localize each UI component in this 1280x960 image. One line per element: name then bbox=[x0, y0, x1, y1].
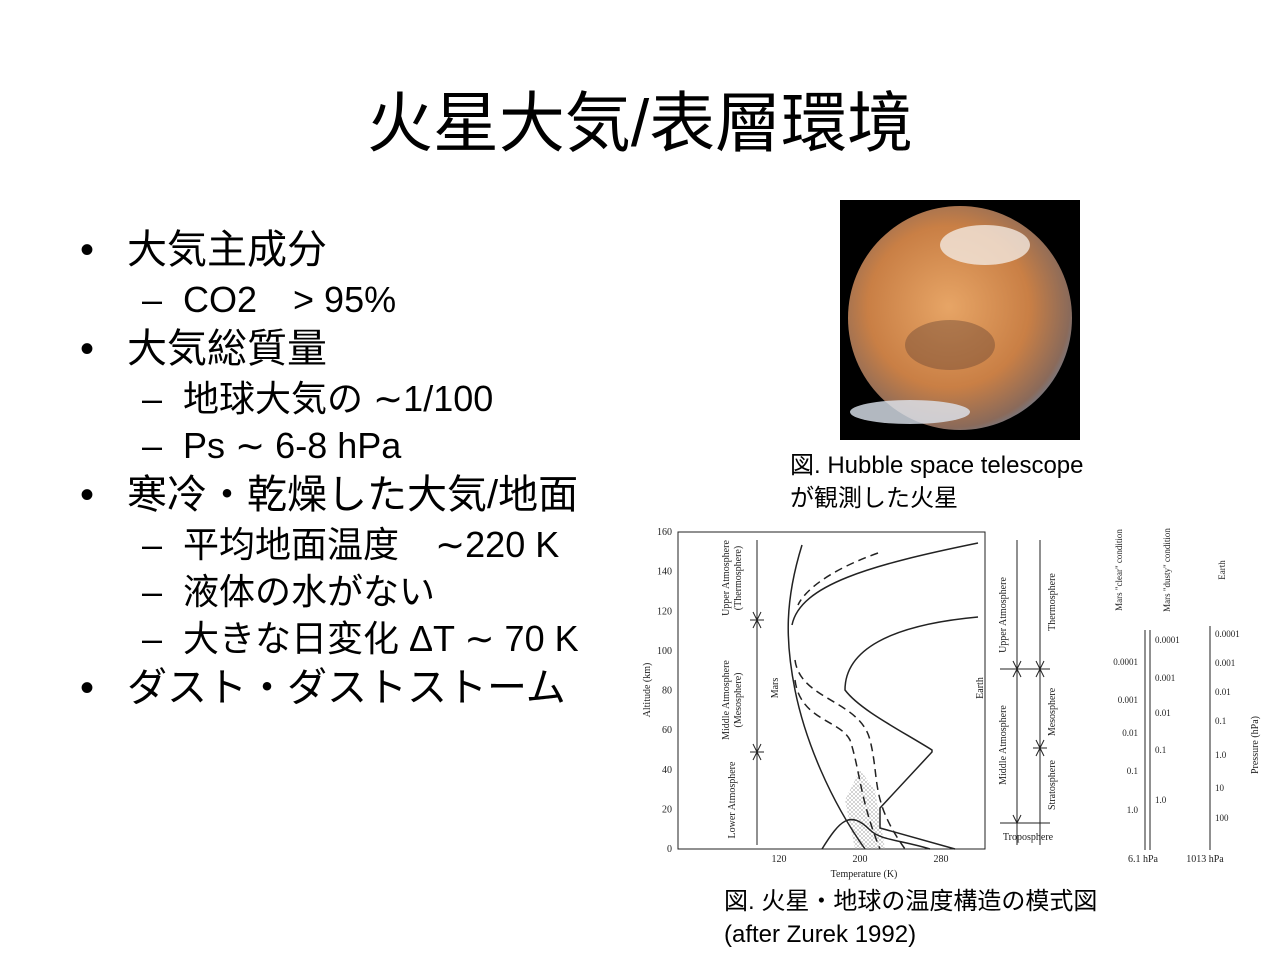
caption-line: が観測した火星 bbox=[790, 485, 958, 512]
sub-bullet: 液体の水がない bbox=[80, 568, 623, 615]
pressure-tick-label: 0.001 bbox=[1155, 673, 1175, 683]
x-tick-label: 280 bbox=[934, 854, 949, 865]
y-tick-label: 60 bbox=[662, 725, 672, 736]
pressure-axis-label: Pressure (hPa) bbox=[1250, 716, 1261, 774]
pressure-tick-label: 100 bbox=[1215, 813, 1229, 823]
layer-label: Middle Atmosphere bbox=[998, 705, 1009, 785]
mars-photo bbox=[840, 200, 1080, 440]
surface-pressure: 1013 hPa bbox=[1186, 854, 1224, 865]
caption-line: 図. Hubble space telescope bbox=[790, 452, 1084, 479]
pressure-column-title: Mars "dusty" condition bbox=[1162, 528, 1172, 612]
y-tick-label: 20 bbox=[662, 804, 672, 815]
figure-caption: 図. 火星・地球の温度構造の模式図 (after Zurek 1992) bbox=[724, 885, 1097, 951]
pressure-tick-label: 1.0 bbox=[1155, 795, 1167, 805]
y-tick-label: 0 bbox=[667, 844, 672, 855]
x-tick-label: 200 bbox=[853, 854, 868, 865]
pressure-tick-label: 0.0001 bbox=[1113, 657, 1138, 667]
layer-label: Middle Atmosphere bbox=[721, 660, 732, 740]
pressure-tick-label: 0.01 bbox=[1155, 708, 1171, 718]
mars-label: Mars bbox=[770, 678, 781, 699]
sub-bullet: 平均地面温度 ∼220 K bbox=[80, 521, 623, 568]
bullet-text: 大気総質量 bbox=[127, 327, 327, 371]
y-tick-label: 160 bbox=[657, 527, 672, 538]
y-tick-label: 100 bbox=[657, 646, 672, 657]
y-tick-label: 40 bbox=[662, 765, 672, 776]
layer-label: Lower Atmosphere bbox=[727, 761, 738, 838]
pressure-tick-label: 0.001 bbox=[1118, 695, 1138, 705]
y-tick-label: 140 bbox=[657, 567, 672, 578]
layer-label: Troposphere bbox=[1003, 832, 1054, 843]
y-tick-label: 80 bbox=[662, 686, 672, 697]
slide-title: 火星大気/表層環境 bbox=[366, 86, 914, 160]
photo-caption: 図. Hubble space telescope が観測した火星 bbox=[790, 449, 1084, 515]
bullet-text: 寒冷・乾燥した大気/地面 bbox=[127, 473, 579, 517]
layer-label: Thermosphere bbox=[1047, 573, 1058, 631]
layer-label: Mesosphere bbox=[1047, 687, 1058, 736]
bullet: 大気総質量地球大気の ∼1/100Ps ∼ 6-8 hPa bbox=[80, 323, 610, 469]
bullet: 大気主成分CO2 > 95% bbox=[80, 224, 610, 323]
layer-label: (Thermosphere) bbox=[733, 546, 744, 610]
bullet-list: 大気主成分CO2 > 95%大気総質量地球大気の ∼1/100Ps ∼ 6-8 … bbox=[80, 224, 610, 714]
pressure-tick-label: 0.1 bbox=[1127, 766, 1138, 776]
pressure-tick-label: 0.01 bbox=[1215, 687, 1231, 697]
pressure-tick-label: 1.0 bbox=[1215, 750, 1227, 760]
pressure-tick-label: 0.0001 bbox=[1155, 635, 1180, 645]
layer-label: Upper Atmosphere bbox=[998, 577, 1009, 653]
bullet-text: ダスト・ダストストーム bbox=[127, 666, 566, 710]
pressure-column-title: Earth bbox=[1217, 560, 1227, 580]
layer-label: (Mesosphere) bbox=[733, 673, 744, 728]
sub-bullet: 大きな日変化 ΔT ∼ 70 K bbox=[80, 615, 623, 662]
sub-bullet: CO2 > 95% bbox=[80, 276, 623, 323]
caption-line: (after Zurek 1992) bbox=[724, 921, 917, 948]
pressure-tick-label: 0.1 bbox=[1155, 745, 1166, 755]
layer-label: Upper Atmosphere bbox=[721, 540, 732, 616]
pressure-tick-label: 0.0001 bbox=[1215, 629, 1240, 639]
layer-label: Stratosphere bbox=[1047, 759, 1058, 810]
y-tick-label: 120 bbox=[657, 606, 672, 617]
pressure-tick-label: 10 bbox=[1215, 783, 1225, 793]
pressure-tick-label: 0.001 bbox=[1215, 658, 1235, 668]
sub-bullet: 地球大気の ∼1/100 bbox=[80, 375, 623, 422]
surface-pressure: 6.1 hPa bbox=[1128, 854, 1159, 865]
bullet-text: 大気主成分 bbox=[127, 228, 327, 272]
caption-line: 図. 火星・地球の温度構造の模式図 bbox=[724, 888, 1098, 915]
bullet: 寒冷・乾燥した大気/地面平均地面温度 ∼220 K液体の水がない大きな日変化 Δ… bbox=[80, 469, 610, 662]
bullet: ダスト・ダストストーム bbox=[80, 662, 610, 714]
sub-bullet: Ps ∼ 6-8 hPa bbox=[80, 422, 623, 469]
earth-label: Earth bbox=[975, 677, 986, 699]
pressure-tick-label: 0.01 bbox=[1122, 728, 1138, 738]
y-axis-label: Altitude (km) bbox=[642, 663, 653, 718]
temperature-profile bbox=[677, 531, 1211, 850]
pressure-tick-label: 1.0 bbox=[1127, 805, 1139, 815]
pressure-tick-label: 0.1 bbox=[1215, 716, 1226, 726]
x-axis-label: Temperature (K) bbox=[831, 869, 898, 880]
x-tick-label: 120 bbox=[772, 854, 787, 865]
pressure-column-title: Mars "clear" condition bbox=[1114, 529, 1124, 611]
